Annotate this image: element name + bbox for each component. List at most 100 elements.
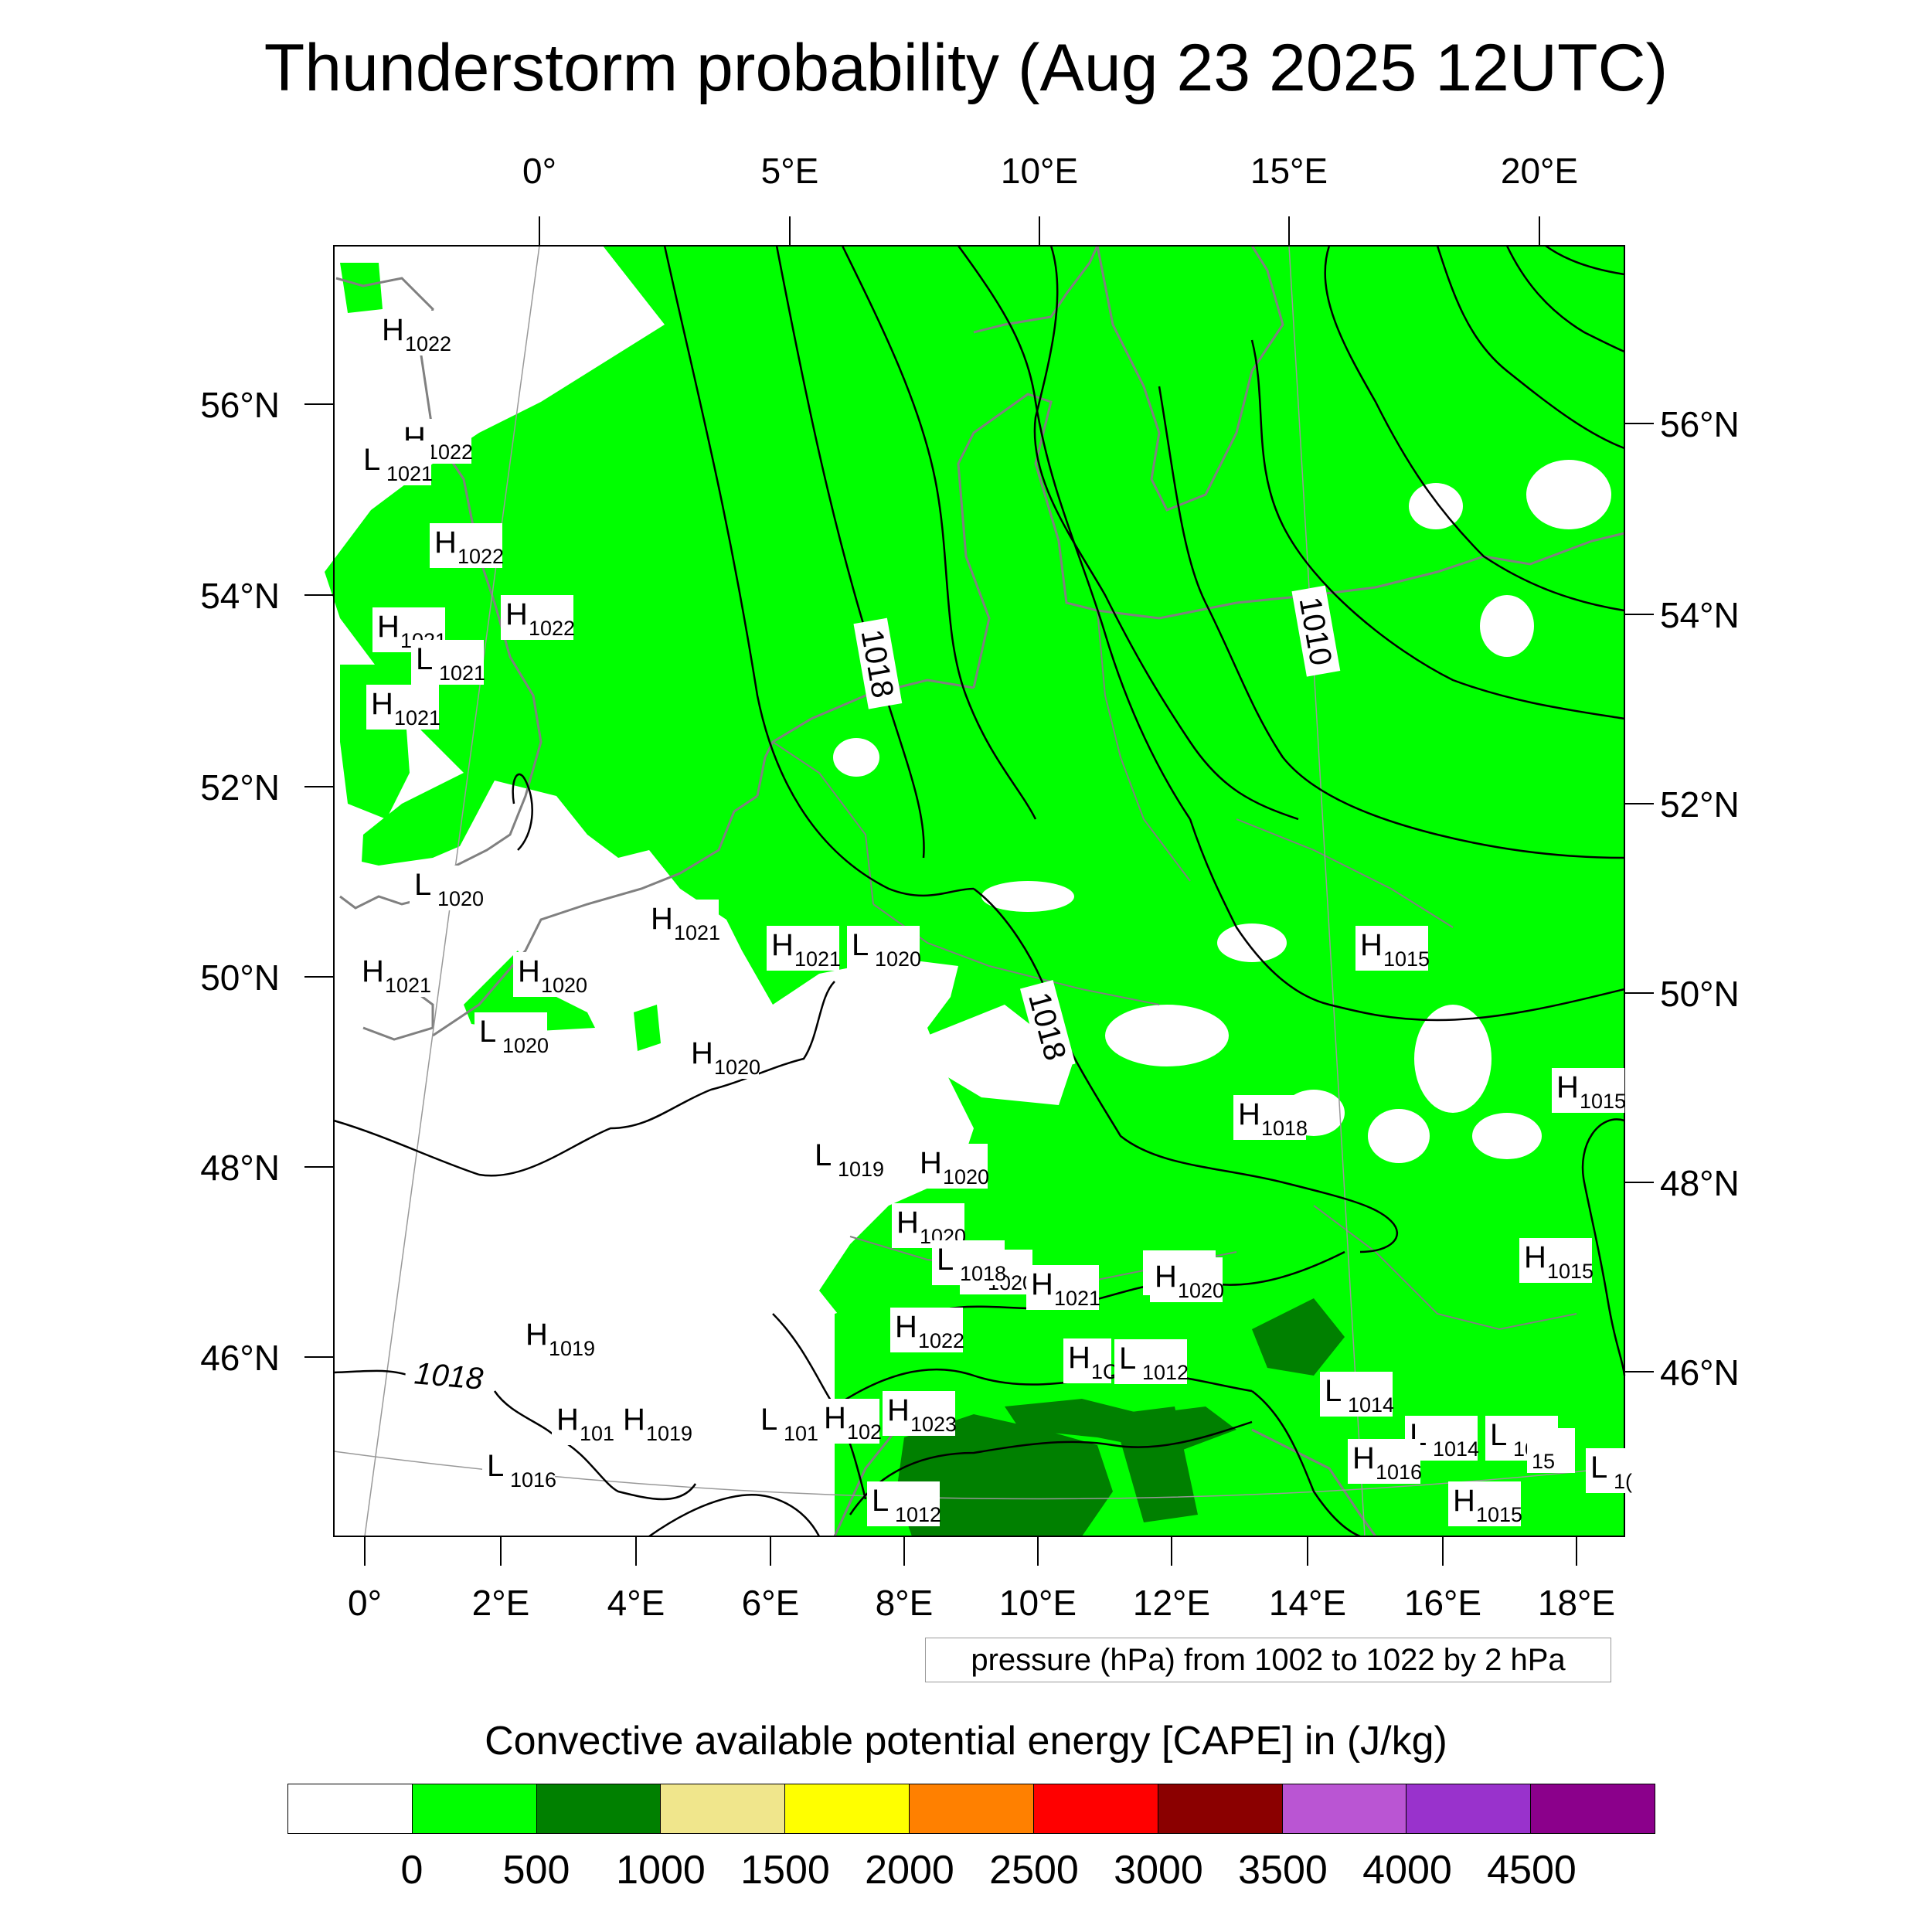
isobar-21 [927, 1250, 1345, 1315]
colorbar-label-1000: 1000 [616, 1848, 706, 1893]
coast-sweden [1096, 245, 1284, 512]
pressure-center-letter: H [505, 597, 528, 631]
right-tick-50n: 50°N [1660, 974, 1740, 1014]
pressure-center-letter: H [382, 313, 404, 347]
pressure-center-value: 1015 [1476, 1503, 1522, 1526]
pressure-center-label: H 1023 [883, 1391, 957, 1436]
right-tick-56n: 56°N [1660, 404, 1740, 444]
pressure-center-letter: L [487, 1449, 504, 1483]
pressure-center-box [756, 1400, 816, 1445]
pressure-center-value: 1014 [1433, 1437, 1479, 1461]
cape-area-channel-2 [634, 1005, 661, 1051]
pressure-center-value: 1014 [1348, 1393, 1394, 1417]
pressure-center-box [618, 1400, 691, 1445]
pressure-center-box [377, 311, 450, 355]
pressure-center-value: 1021 [386, 462, 433, 485]
pressure-center-letter: L [1490, 1418, 1507, 1452]
bottom-tick-12e: 12°E [1133, 1583, 1210, 1623]
pressure-center-box [1348, 1439, 1420, 1484]
pressure-center-letter: H [371, 687, 393, 721]
pressure-center-letter: H [651, 902, 673, 936]
left-tick-54n: 54°N [200, 576, 280, 616]
cape-dark-1 [896, 1414, 1113, 1536]
pressure-center-box [1150, 1257, 1223, 1302]
colorbar-swatch-5 [910, 1784, 1034, 1833]
pressure-center-letter: L [760, 1403, 777, 1437]
coast-france-north [432, 794, 758, 1037]
pressure-center-letter: H [623, 1403, 645, 1437]
isobar-3 [841, 245, 1037, 820]
pressure-center-value: 1016 [510, 1468, 556, 1492]
pressure-center-box [915, 1144, 988, 1189]
pressure-center-label: L 1020 [410, 866, 484, 910]
isobar-1 [663, 245, 975, 897]
pressure-center-label: H 101 [552, 1400, 614, 1445]
colorbar-label-2000: 2000 [865, 1848, 954, 1893]
right-tick-54n: 54°N [1660, 595, 1740, 635]
pressure-center-value: 1015 [1547, 1260, 1594, 1283]
pressure-center-value: 15 [1532, 1450, 1555, 1473]
pressure-center-letter: H [1453, 1484, 1475, 1518]
pressure-center-letter: H [1352, 1441, 1375, 1475]
pressure-center-letter: L [414, 868, 431, 902]
pressure-center-letter: H [1556, 1070, 1579, 1104]
pressure-center-value: 1018 [960, 1262, 1006, 1285]
pressure-center-label: H 1018 [1233, 1095, 1308, 1140]
isobar-5 [1033, 245, 1299, 821]
pressure-center-value: 1020 [943, 1165, 989, 1189]
pressure-center-box [819, 1399, 879, 1444]
pressure-center-value: 1C [1091, 1360, 1118, 1383]
colorbar-swatch-10 [1531, 1784, 1655, 1833]
border-5 [1236, 818, 1454, 928]
isobar-11 [1545, 244, 1625, 276]
pressure-center-letter: H [434, 526, 457, 560]
colorbar-swatch-0 [288, 1784, 413, 1833]
pressure-center-value: 1022 [427, 440, 473, 464]
pressure-center-box [867, 1481, 940, 1526]
pressure-center-value: 1020 [502, 1034, 549, 1057]
pressure-center-value: 1012 [1142, 1361, 1189, 1384]
pressure-center-letter: L [937, 1243, 954, 1277]
left-tick-50n: 50°N [200, 957, 280, 998]
left-tick-46n: 46°N [200, 1338, 280, 1378]
pressure-center-box [359, 440, 431, 485]
pressure-center-letter: L [479, 1015, 496, 1049]
pressure-center-label: H 1019 [618, 1400, 692, 1445]
pressure-center-value: 102 [847, 1420, 882, 1444]
pressure-center-box [1448, 1481, 1521, 1526]
pressure-center-box [482, 1447, 555, 1492]
pressure-center-label: L 1019 [810, 1136, 884, 1181]
legend-title: Convective available potential energy [C… [485, 1719, 1447, 1764]
pressure-center-value: 1016 [1376, 1461, 1422, 1484]
cape-hole-9 [1368, 1109, 1430, 1163]
isobar-23 [648, 1494, 821, 1538]
cape-shading-dark [896, 1298, 1345, 1536]
pressure-center-letter: H [896, 1206, 919, 1240]
pressure-center-box [410, 866, 482, 910]
right-tick-48n: 48°N [1660, 1163, 1740, 1203]
coast-germany-denmark [957, 393, 1098, 689]
pressure-center-letter: H [377, 610, 400, 644]
bottom-tick-2e: 2°E [472, 1583, 530, 1623]
isobar-7 [1250, 339, 1625, 720]
pressure-center-value: 1021 [394, 706, 440, 730]
left-tick-56n: 56°N [200, 385, 280, 425]
pressure-centers: H1022H1022L1021H1022H1022H1021L1021H1021… [357, 311, 1634, 1526]
bottom-tick-6e: 6°E [742, 1583, 800, 1623]
pressure-center-letter: H [824, 1401, 846, 1435]
pressure-center-label: H 1022 [890, 1308, 964, 1352]
pressure-center-box [1519, 1238, 1592, 1283]
pressure-center-label: H 1016 [1348, 1439, 1422, 1484]
pressure-center-value: 1020 [437, 887, 484, 910]
pressure-center-box [521, 1315, 594, 1360]
pressure-center-box [847, 926, 920, 971]
bottom-tick-10e: 10°E [999, 1583, 1077, 1623]
pressure-center-label: L 1016 [482, 1447, 556, 1492]
pressure-center-label: L 1012 [867, 1481, 941, 1526]
cape-hole-1 [833, 738, 879, 777]
pressure-center-box [1586, 1448, 1634, 1493]
contour-label-box-1 [853, 617, 903, 709]
pressure-center-value: 101 [580, 1422, 614, 1445]
